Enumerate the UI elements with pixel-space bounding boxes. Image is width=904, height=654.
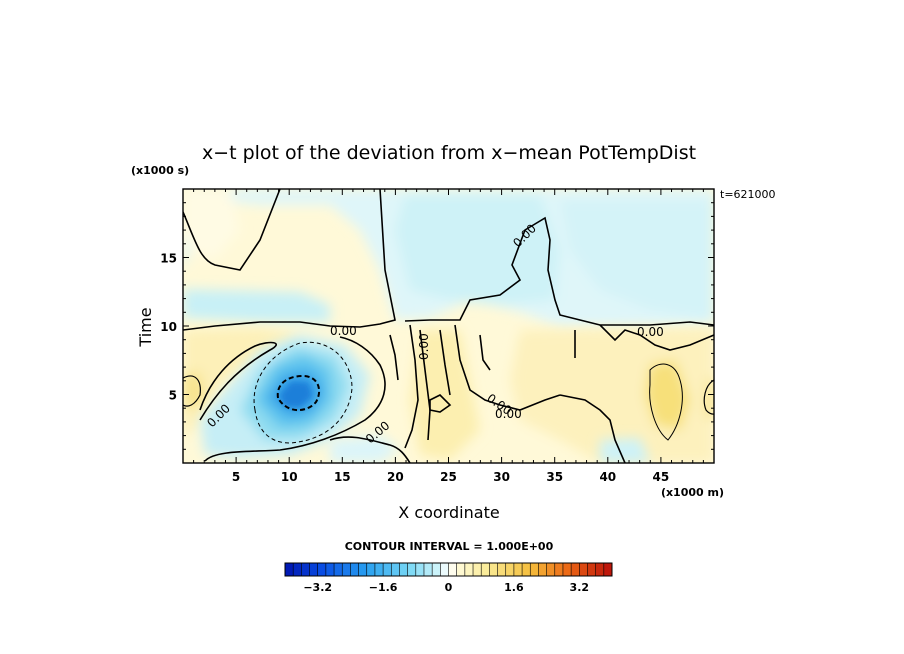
colorbar-cell bbox=[317, 563, 327, 576]
colorbar-cell bbox=[513, 563, 523, 576]
colorbar-cell bbox=[440, 563, 449, 576]
colorbar-cell bbox=[350, 563, 359, 576]
colorbar-cell bbox=[293, 563, 302, 576]
contour-interval-label: CONTOUR INTERVAL = 1.000E+00 bbox=[345, 540, 554, 553]
colorbar-cell bbox=[407, 563, 417, 576]
colorbar-cell bbox=[285, 563, 294, 576]
contour-lines bbox=[183, 189, 714, 463]
colorbar-cell bbox=[481, 563, 490, 576]
x-tick-label: 15 bbox=[334, 470, 351, 484]
colorbar-cell bbox=[554, 563, 564, 576]
colorbar-cell bbox=[595, 563, 605, 576]
colorbar-cell bbox=[546, 563, 556, 576]
y-axis-label: Time bbox=[136, 307, 155, 347]
contour-label: 0.00 bbox=[417, 333, 431, 360]
colorbar-cell bbox=[358, 563, 368, 576]
colorbar-cell bbox=[530, 563, 539, 576]
colorbar-cell bbox=[579, 563, 588, 576]
y-unit-label: (x1000 s) bbox=[131, 164, 189, 177]
colorbar-cell bbox=[423, 563, 433, 576]
colorbar-cell bbox=[562, 563, 572, 576]
colorbar-cell bbox=[571, 563, 580, 576]
x-tick-label: 30 bbox=[493, 470, 510, 484]
colorbar-cell bbox=[587, 563, 596, 576]
colorbar-cell bbox=[505, 563, 515, 576]
colorbar-cell bbox=[391, 563, 400, 576]
chart-title: x−t plot of the deviation from x−mean Po… bbox=[202, 142, 696, 164]
colorbar-cell bbox=[399, 563, 408, 576]
y-tick-label: 15 bbox=[160, 252, 177, 266]
y-tick-label: 5 bbox=[169, 389, 177, 403]
colorbar-cell bbox=[415, 563, 425, 576]
colorbar-cell bbox=[374, 563, 384, 576]
x-tick-label: 35 bbox=[546, 470, 563, 484]
colorbar-cell bbox=[432, 563, 441, 576]
x-tick-label: 20 bbox=[387, 470, 404, 484]
colorbar-cell bbox=[522, 563, 531, 576]
y-tick-label: 10 bbox=[160, 320, 177, 334]
colorbar-tick-label: 1.6 bbox=[504, 581, 524, 594]
colorbar-cell bbox=[448, 563, 457, 576]
x-tick-label: 45 bbox=[653, 470, 670, 484]
colorbar-cell bbox=[342, 563, 351, 576]
contour-label: 0.00 bbox=[330, 324, 357, 338]
colorbar-cell bbox=[309, 563, 318, 576]
colorbar-cell bbox=[497, 563, 507, 576]
x-tick-label: 25 bbox=[440, 470, 457, 484]
colorbar-cell bbox=[325, 563, 335, 576]
colorbar-cell bbox=[301, 563, 310, 576]
colorbar bbox=[284, 562, 613, 577]
colorbar-tick-label: 3.2 bbox=[570, 581, 590, 594]
x-tick-label: 40 bbox=[599, 470, 616, 484]
colorbar-cell bbox=[538, 563, 547, 576]
colorbar-cell bbox=[366, 563, 376, 576]
colorbar-tick-label: 0 bbox=[445, 581, 453, 594]
colorbar-cell bbox=[334, 563, 343, 576]
colorbar-cell bbox=[603, 563, 613, 576]
colorbar-cell bbox=[489, 563, 498, 576]
contour-label: 0.00 bbox=[495, 407, 522, 421]
colorbar-cell bbox=[464, 563, 474, 576]
colorbar-cell bbox=[473, 563, 482, 576]
colorbar-cell bbox=[383, 563, 392, 576]
colorbar-tick-label: −1.6 bbox=[369, 581, 398, 594]
colorbar-cell bbox=[456, 563, 466, 576]
x-tick-label: 5 bbox=[232, 470, 240, 484]
contour-label: 0.00 bbox=[637, 325, 664, 339]
x-tick-label: 10 bbox=[281, 470, 298, 484]
heatmap-field bbox=[183, 189, 714, 463]
colorbar-tick-label: −3.2 bbox=[303, 581, 332, 594]
x-unit-label: (x1000 m) bbox=[661, 486, 724, 499]
x-axis-label: X coordinate bbox=[398, 503, 499, 522]
time-stamp: t=621000 bbox=[720, 188, 776, 201]
axis-ticks: 5 10 15 20 25 30 35 40 45 5 10 15 bbox=[160, 189, 714, 484]
colorbar-ticks: −3.2 −1.6 0 1.6 3.2 bbox=[303, 581, 589, 594]
colorbar-frame bbox=[284, 562, 613, 577]
